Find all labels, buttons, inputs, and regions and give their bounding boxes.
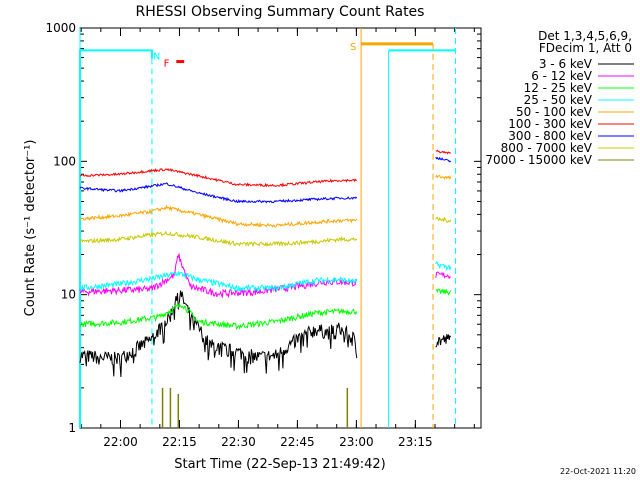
series-line-3 [79,301,358,331]
series-line-8 [79,230,358,248]
series-line-7 [79,182,358,204]
y-tick-label: 10 [61,288,76,302]
legend-entry-label: 12 - 25 keV [524,81,593,95]
legend-entry-label: 6 - 12 keV [531,69,593,83]
series-line-3 [435,288,452,296]
x-tick-label: 23:15 [398,435,433,449]
legend-entry-label: 50 - 100 keV [516,105,593,119]
x-axis-label: Start Time (22-Sep-13 21:49:42) [174,457,385,472]
legend-header-1: Det 1,3,4,5,6,9, [538,29,632,43]
annotation-f: F [164,59,170,70]
series-line-4 [79,270,358,293]
annotation-n: N [153,52,160,63]
y-tick-label: 1 [68,421,76,435]
legend-entry-label: 100 - 300 keV [508,117,592,131]
series-line-5 [435,174,452,180]
legend-entry-label: 300 - 800 keV [508,129,592,143]
chart-title: RHESSI Observing Summary Count Rates [136,4,425,20]
y-tick-label: 100 [53,154,76,168]
x-tick-label: 22:00 [103,435,138,449]
series-line-2 [79,253,358,299]
series-line-6 [435,149,452,155]
series-line-5 [80,204,358,228]
plot-area: 1 10 100 1000 22:00 22:15 22:30 22:45 23:00 23:15… [45,21,482,449]
legend: Det 1,3,4,5,6,9, FDecim 1, Att 0 3 - 6 k… [485,29,634,167]
series-line-4 [435,261,452,271]
legend-entry-label: 25 - 50 keV [524,93,593,107]
series-line-6 [79,167,358,188]
annotation-s: S [350,42,356,53]
y-tick-label: 1000 [45,21,76,35]
x-tick-label: 22:45 [280,435,315,449]
legend-header-2: FDecim 1, Att 0 [539,41,632,55]
series-line-8 [435,216,452,223]
x-tick-label: 23:00 [339,435,374,449]
plot-frame [79,27,482,429]
x-tick-label: 22:15 [162,435,197,449]
series-line-1 [435,334,452,348]
series-line-2 [435,271,452,280]
legend-entry-label: 800 - 7000 keV [501,141,593,155]
legend-entry-label: 3 - 6 keV [539,57,593,71]
footer-date: 22-Oct-2021 11:20 [560,467,636,476]
series-line-7 [435,156,452,163]
y-axis-label: Count Rate (s⁻¹ detector⁻¹) [23,140,38,317]
x-tick-label: 22:30 [221,435,256,449]
legend-entry-label: 7000 - 15000 keV [485,153,592,167]
series-line-1 [79,290,358,378]
